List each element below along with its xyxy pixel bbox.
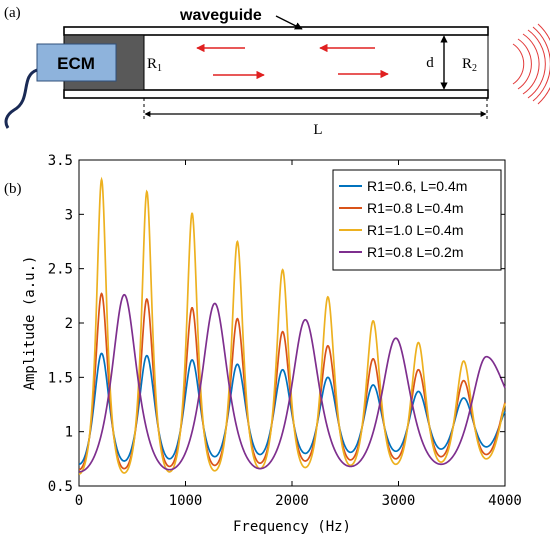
y-tick-label: 0.5 bbox=[48, 479, 73, 495]
legend-label: R1=0.6, L=0.4m bbox=[367, 178, 467, 194]
y-tick-label: 3.5 bbox=[48, 153, 73, 169]
x-tick-label: 4000 bbox=[488, 493, 522, 509]
waveguide-pointer bbox=[275, 15, 303, 30]
y-axis-label: Amplitude (a.u.) bbox=[22, 256, 38, 391]
y-tick-label: 1.5 bbox=[48, 370, 73, 386]
x-tick-label: 0 bbox=[75, 493, 83, 509]
l-label: L bbox=[313, 122, 322, 138]
ecm-cable bbox=[4, 68, 38, 129]
legend-label: R1=0.8 L=0.2m bbox=[367, 244, 464, 260]
ecm-microphone bbox=[36, 43, 117, 82]
panel-label-a: (a) bbox=[4, 5, 21, 21]
x-tick-label: 2000 bbox=[275, 493, 309, 509]
r2-label: R2 bbox=[462, 56, 477, 74]
y-tick-label: 1 bbox=[65, 425, 73, 441]
ticks-layer: 0 1000 2000 3000 4000 0.5 1 1.5 2 2.5 3 3.5 bbox=[48, 153, 522, 509]
sound-wave-icon bbox=[512, 23, 550, 105]
d-label: d bbox=[426, 55, 434, 71]
y-tick-label: 3 bbox=[65, 207, 73, 223]
series-line-4 bbox=[78, 293, 506, 473]
y-tick-label: 2.5 bbox=[48, 262, 73, 278]
waveguide-bottom-wall bbox=[63, 89, 489, 99]
waveguide-top-wall bbox=[63, 26, 489, 36]
series-line-3 bbox=[78, 176, 506, 475]
x-tick-label: 3000 bbox=[382, 493, 416, 509]
waveguide-label: waveguide bbox=[179, 7, 262, 24]
y-tick-label: 2 bbox=[65, 316, 73, 332]
legend: R1=0.6, L=0.4m R1=0.8 L=0.4m R1=1.0 L=0.4m… bbox=[332, 169, 502, 271]
resonance-chart: (b) 0 1000 2000 3000 4000 0.5 1 1.5 2 2.5 3 3.5 Fre… bbox=[4, 153, 522, 535]
legend-label: R1=0.8 L=0.4m bbox=[367, 200, 464, 216]
waveguide-diagram: (a) ECM R1 d R2 waveguide L bbox=[4, 5, 550, 138]
panel-label-b: (b) bbox=[4, 181, 22, 197]
ecm-label: ECM bbox=[57, 54, 95, 73]
x-axis-label: Frequency (Hz) bbox=[233, 519, 351, 535]
legend-label: R1=1.0 L=0.4m bbox=[367, 222, 464, 238]
series-layer bbox=[78, 176, 506, 475]
x-tick-label: 1000 bbox=[169, 493, 203, 509]
r1-label: R1 bbox=[147, 56, 162, 74]
